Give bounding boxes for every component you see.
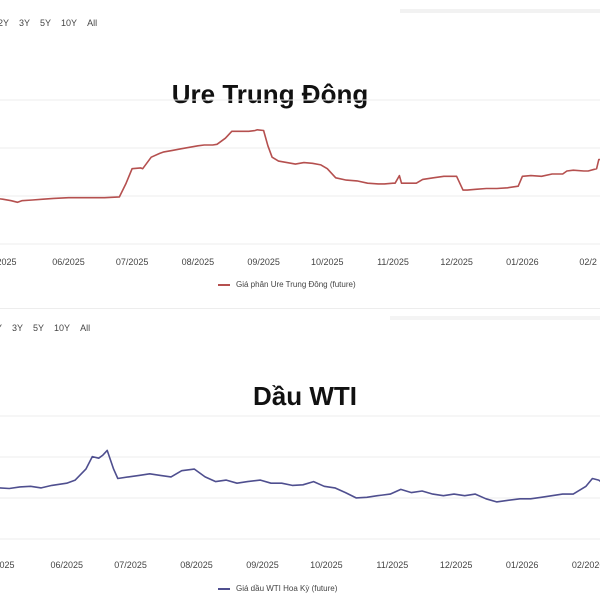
x-tick-label: 5/2025 bbox=[0, 560, 15, 570]
legend[interactable]: Giá dầu WTI Hoa Kỳ (future) bbox=[218, 584, 337, 593]
x-tick-label: 02/2026 bbox=[572, 560, 600, 570]
x-tick-label: 08/2025 bbox=[180, 560, 213, 570]
x-tick-label: 02/2 bbox=[579, 257, 597, 267]
x-tick-label: 10/2025 bbox=[311, 257, 344, 267]
series-line bbox=[0, 129, 600, 204]
range-3y-button[interactable]: 3Y bbox=[19, 18, 31, 28]
series-line bbox=[0, 449, 600, 503]
range-2y-button[interactable]: Y bbox=[0, 323, 2, 333]
range-3y-button[interactable]: 3Y bbox=[12, 323, 24, 333]
x-tick-label: 06/2025 bbox=[50, 560, 83, 570]
x-tick-label: 10/2025 bbox=[310, 560, 343, 570]
range-5y-button[interactable]: 5Y bbox=[33, 323, 45, 333]
range-10y-button[interactable]: 10Y bbox=[54, 323, 71, 333]
x-tick-label: 11/2025 bbox=[377, 257, 409, 267]
x-tick-label: 12/2025 bbox=[440, 257, 473, 267]
range-all-button[interactable]: All bbox=[87, 18, 98, 28]
x-tick-label: 09/2025 bbox=[247, 257, 280, 267]
x-tick-label: 01/2026 bbox=[506, 257, 539, 267]
x-tick-label: 09/2025 bbox=[246, 560, 279, 570]
ure-chart-panel: 2Y 3Y 5Y 10Y All Ure Trung Đông 5/2025 06… bbox=[0, 9, 600, 289]
range-2y-button[interactable]: 2Y bbox=[0, 18, 10, 28]
toolbar-strip bbox=[390, 316, 600, 320]
chart-title: Dầu WTI bbox=[253, 381, 357, 411]
x-tick-label: 11/2025 bbox=[376, 560, 408, 570]
x-tick-label: 07/2025 bbox=[116, 257, 149, 267]
x-tick-label: 5/2025 bbox=[0, 257, 16, 267]
legend-swatch bbox=[218, 283, 230, 286]
range-selector: 2Y 3Y 5Y 10Y All bbox=[0, 18, 107, 28]
x-tick-label: 01/2026 bbox=[506, 560, 539, 570]
toolbar-strip bbox=[400, 9, 600, 13]
legend-swatch bbox=[218, 587, 230, 590]
legend-label: Giá dầu WTI Hoa Kỳ (future) bbox=[236, 584, 338, 593]
range-5y-button[interactable]: 5Y bbox=[40, 18, 52, 28]
x-tick-label: 06/2025 bbox=[52, 257, 85, 267]
x-tick-label: 07/2025 bbox=[114, 560, 147, 570]
legend-label: Giá phân Ure Trung Đông (future) bbox=[236, 280, 356, 289]
chart-title: Ure Trung Đông bbox=[171, 79, 369, 109]
range-selector: Y 3Y 5Y 10Y All bbox=[0, 323, 100, 333]
x-tick-label: 08/2025 bbox=[182, 257, 215, 267]
wti-chart-panel: Y 3Y 5Y 10Y All Dầu WTI 5/2025 06/2025 07/… bbox=[0, 316, 600, 600]
panel-divider bbox=[0, 308, 600, 309]
legend[interactable]: Giá phân Ure Trung Đông (future) bbox=[218, 280, 356, 289]
range-all-button[interactable]: All bbox=[80, 323, 91, 333]
ure-line-plot: 5/2025 06/2025 07/2025 08/2025 09/2025 10/202… bbox=[0, 99, 600, 267]
range-10y-button[interactable]: 10Y bbox=[61, 18, 78, 28]
x-tick-label: 12/2025 bbox=[440, 560, 473, 570]
wti-line-plot: 5/2025 06/2025 07/2025 08/2025 09/2025 10/202… bbox=[0, 415, 600, 570]
